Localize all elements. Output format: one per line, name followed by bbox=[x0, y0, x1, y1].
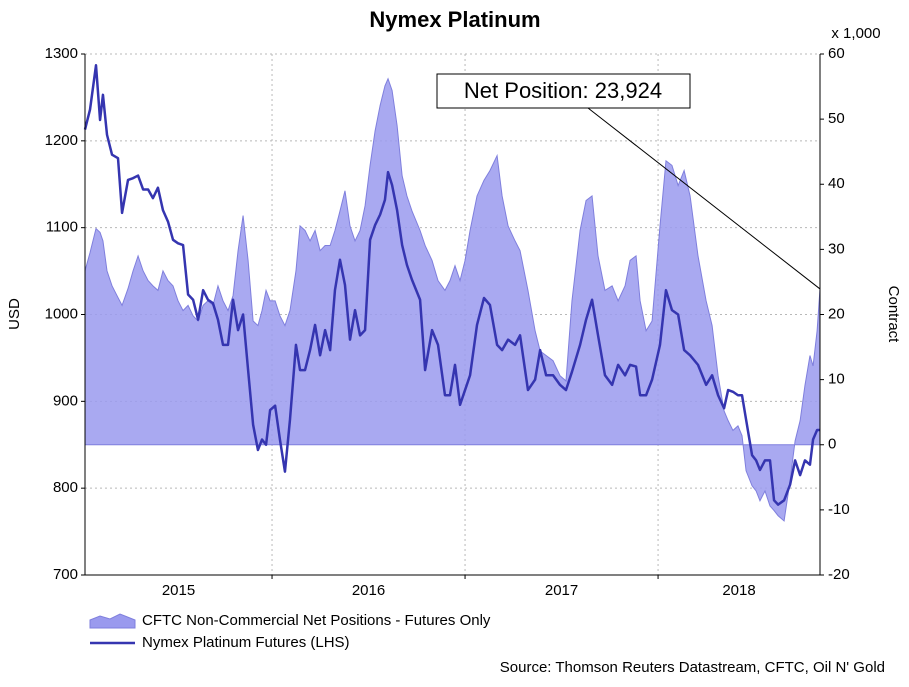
y-tick-label: 700 bbox=[53, 566, 78, 583]
y2-tick-label: -20 bbox=[828, 566, 850, 583]
y-tick-label: 1300 bbox=[45, 45, 78, 62]
x-tick-label: 2016 bbox=[352, 582, 385, 599]
y2-tick-label: 10 bbox=[828, 371, 845, 388]
y2-tick-label: 0 bbox=[828, 436, 836, 453]
legend-label: CFTC Non-Commercial Net Positions - Futu… bbox=[142, 612, 491, 629]
chart-title: Nymex Platinum bbox=[369, 7, 540, 32]
y-tick-label: 1100 bbox=[46, 219, 78, 236]
annotation-leader bbox=[587, 107, 821, 290]
y2-tick-label: 20 bbox=[828, 305, 845, 322]
line bbox=[83, 64, 820, 506]
y2-tick-label: 30 bbox=[828, 240, 845, 257]
annotation: Net Position: 23,924 bbox=[464, 78, 662, 103]
source: Source: Thomson Reuters Datastream, CFTC… bbox=[500, 659, 885, 676]
y2-tick-label: -10 bbox=[828, 501, 850, 518]
y2-tick-label: 50 bbox=[828, 110, 845, 127]
x-tick-label: 2018 bbox=[722, 582, 755, 599]
legend-swatch bbox=[89, 613, 136, 629]
y2-tick-label: 60 bbox=[828, 45, 845, 62]
y-tick-label: 1000 bbox=[45, 305, 78, 322]
y2-tick-label: 40 bbox=[828, 175, 845, 192]
y2-unit: x 1,000 bbox=[831, 25, 880, 42]
x-tick-label: 2015 bbox=[162, 582, 195, 599]
area bbox=[84, 77, 821, 522]
y-tick-label: 1200 bbox=[45, 132, 78, 149]
y2-axis-label: Contract bbox=[885, 286, 902, 344]
y-tick-label: 900 bbox=[53, 392, 78, 409]
annotation-box bbox=[436, 73, 691, 109]
legend-label: Nymex Platinum Futures (LHS) bbox=[142, 634, 350, 651]
y-tick-label: 800 bbox=[53, 479, 78, 496]
y-axis-label: USD bbox=[6, 298, 23, 330]
x-tick-label: 2017 bbox=[545, 582, 578, 599]
